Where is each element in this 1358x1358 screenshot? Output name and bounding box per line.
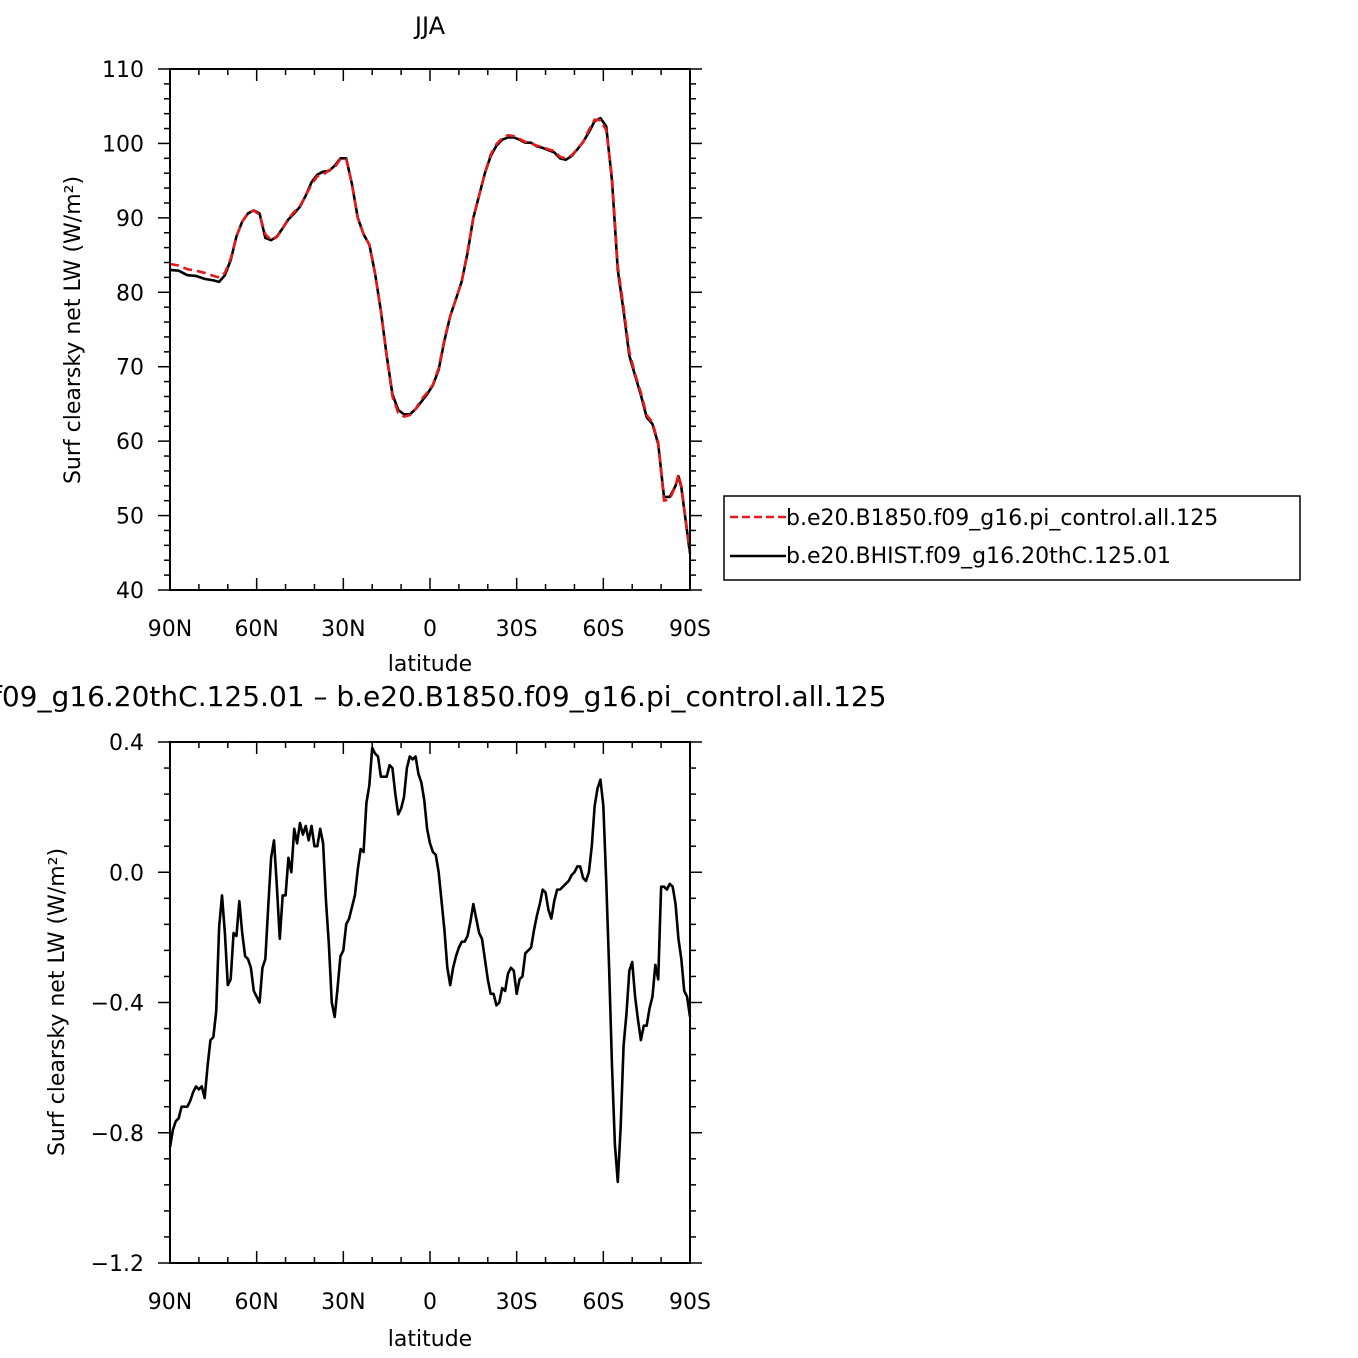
top-y-tick-labels: 40 50 60 70 80 90 100 110 [102,58,144,604]
top-series-group [169,116,692,554]
bottom-x-tick-label: 30S [496,1290,538,1315]
legend-box [723,495,1301,581]
top-chart-title: JJA [413,12,446,40]
bottom-x-axis-label: latitude [388,1327,472,1352]
bottom-y-tick-label: −1.2 [91,1252,144,1277]
top-axis-ticks [158,68,702,591]
top-x-tick-label: 0 [423,617,437,642]
bottom-x-tick-label: 60N [234,1290,278,1315]
bottom-x-tick-label: 0 [423,1290,437,1315]
bottom-series-line-0 [168,746,692,1184]
top-x-tick-label: 30N [321,617,365,642]
bottom-y-axis-label: Surf clearsky net LW (W/m²) [45,848,70,1156]
top-y-tick-label: 80 [116,281,144,306]
top-x-tick-label: 90N [148,617,192,642]
bottom-x-tick-labels: 90N 60N 30N 0 30S 60S 90S [148,1290,711,1315]
legend-label-0: b.e20.B1850.f09_g16.pi_control.all.125 [786,506,1218,531]
top-x-axis-label: latitude [388,652,472,677]
top-plot-frame [169,68,691,591]
top-y-tick-label: 110 [102,58,144,83]
top-y-tick-label: 100 [102,132,144,157]
bottom-series-group [168,746,692,1184]
top-x-tick-labels: 90N 60N 30N 0 30S 60S 90S [148,617,711,642]
top-y-axis-label: Surf clearsky net LW (W/m²) [61,176,86,484]
bottom-plot-frame [169,741,691,1264]
bottom-x-tick-label: 30N [321,1290,365,1315]
top-x-tick-label: 60N [234,617,278,642]
top-y-tick-label: 90 [116,207,144,232]
bottom-x-tick-label: 60S [582,1290,624,1315]
bottom-y-tick-labels: −1.2 −0.8 −0.4 0.0 0.4 [91,731,144,1277]
top-y-tick-label: 40 [116,579,144,604]
bottom-x-tick-label: 90N [148,1290,192,1315]
top-x-tick-label: 60S [582,617,624,642]
top-y-tick-label: 50 [116,505,144,530]
bottom-y-tick-label: −0.8 [91,1122,144,1147]
bottom-chart-title: f09_g16.20thC.125.01 – b.e20.B1850.f09_g… [0,680,887,713]
legend-label-1: b.e20.BHIST.f09_g16.20thC.125.01 [786,544,1171,569]
bottom-y-tick-label: 0.0 [109,861,144,886]
top-x-tick-label: 30S [496,617,538,642]
top-y-tick-label: 60 [116,430,144,455]
bottom-axis-ticks [158,741,702,1264]
bottom-y-tick-label: 0.4 [109,731,144,756]
top-x-tick-label: 90S [669,617,711,642]
top-y-tick-label: 70 [116,356,144,381]
bottom-panel: f09_g16.20thC.125.01 – b.e20.B1850.f09_g… [0,680,887,1352]
bottom-x-tick-label: 90S [669,1290,711,1315]
top-series-line-0 [169,118,692,552]
bottom-y-tick-label: −0.4 [91,992,144,1017]
legend: b.e20.B1850.f09_g16.pi_control.all.125 b… [723,495,1301,581]
